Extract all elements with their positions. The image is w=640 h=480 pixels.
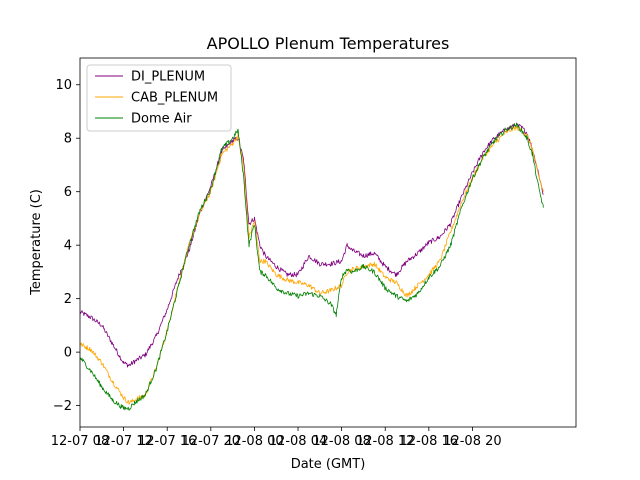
y-tick-label: 10 bbox=[55, 78, 72, 93]
y-tick-label: 8 bbox=[64, 132, 72, 147]
x-tick-label: 12-08 12 bbox=[356, 434, 414, 449]
y-tick-label: 6 bbox=[64, 185, 72, 200]
x-tick-label: 12-07 08 bbox=[51, 434, 109, 449]
y-axis-label: Temperature (C) bbox=[29, 189, 44, 296]
legend: DI_PLENUM CAB_PLENUM Dome Air bbox=[86, 64, 232, 132]
legend-label: DI_PLENUM bbox=[131, 70, 205, 85]
y-tick-label: 4 bbox=[64, 239, 72, 254]
x-tick-label: 12-08 16 bbox=[400, 434, 458, 449]
x-tick-label: 12-08 04 bbox=[269, 434, 327, 449]
x-tick-label: 12-07 20 bbox=[182, 434, 240, 449]
y-tick-label: 0 bbox=[64, 346, 72, 361]
series-layer bbox=[80, 122, 544, 411]
x-tick-label: 12-08 00 bbox=[225, 434, 283, 449]
y-tick-label: −2 bbox=[53, 399, 72, 414]
y-tick-label: 2 bbox=[64, 292, 72, 307]
x-tick-label: 12-08 08 bbox=[312, 434, 370, 449]
series-line-di-plenum bbox=[80, 122, 544, 368]
x-axis-label: Date (GMT) bbox=[291, 457, 366, 472]
legend-label: CAB_PLENUM bbox=[131, 91, 218, 106]
chart-title: APOLLO Plenum Temperatures bbox=[207, 34, 450, 53]
legend-label: Dome Air bbox=[131, 112, 192, 127]
y-axis: −2 0 2 4 6 8 10 bbox=[53, 78, 80, 414]
plot-frame bbox=[79, 57, 577, 428]
x-tick-label: 12-08 20 bbox=[443, 434, 501, 449]
x-tick-label: 12-07 16 bbox=[138, 434, 196, 449]
legend-box bbox=[86, 64, 232, 132]
series-line-dome-air bbox=[80, 122, 544, 411]
x-tick-label: 12-07 12 bbox=[94, 434, 152, 449]
